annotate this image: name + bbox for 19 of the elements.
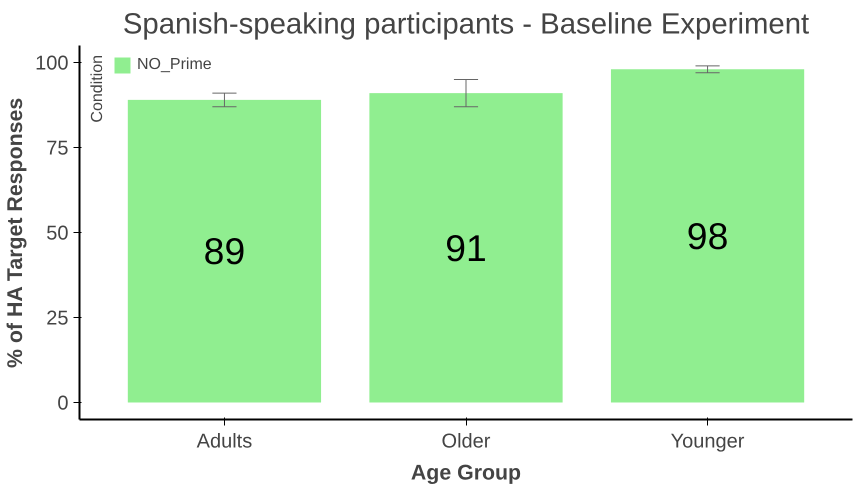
bar [610, 69, 804, 402]
y-tick-label: 75 [46, 138, 69, 160]
bar [369, 93, 563, 402]
y-tick-label: 100 [35, 52, 69, 74]
x-tick-label: Younger [670, 430, 745, 452]
y-axis-title: % of HA Target Responses [3, 98, 28, 368]
x-tick-label: Adults [196, 430, 252, 452]
legend-label: NO_Prime [137, 56, 212, 74]
legend-title: Condition [89, 55, 107, 123]
bar [128, 100, 322, 402]
data-label: 91 [445, 226, 487, 269]
data-label: 98 [686, 214, 728, 257]
x-axis-title: Age Group [410, 460, 522, 484]
data-label: 89 [204, 230, 246, 272]
y-tick-label: 25 [46, 308, 69, 330]
chart-title: Spanish-speaking participants - Baseline Experiment [122, 8, 810, 40]
x-tick-label: Older [442, 430, 491, 452]
y-tick-label: 50 [46, 222, 69, 244]
y-tick-label: 0 [57, 392, 68, 414]
